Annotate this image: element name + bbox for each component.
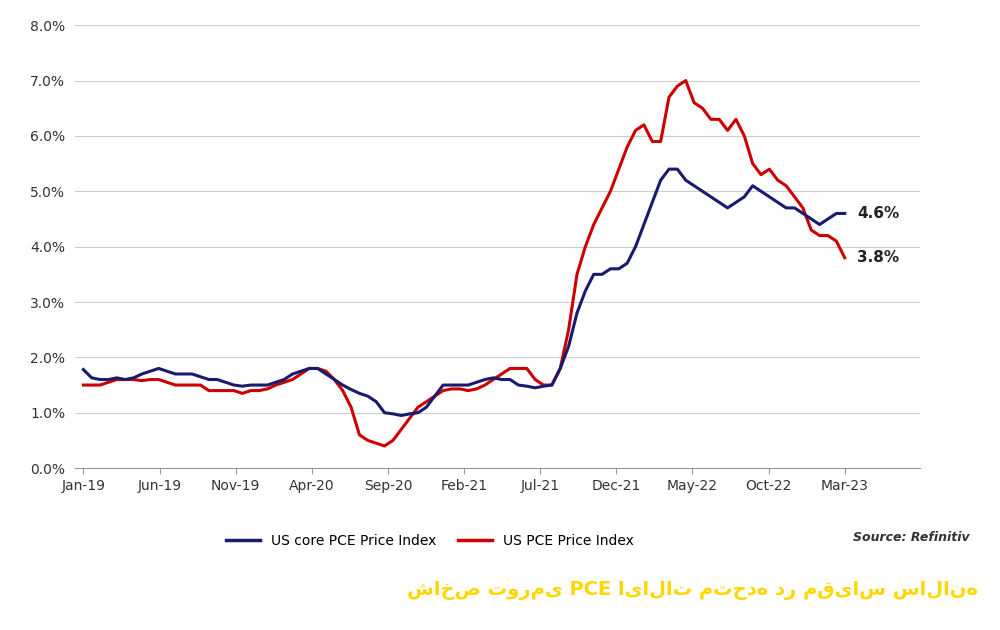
Text: شاخص تورمی PCE ایالات متحده در مقیاس سالانه: شاخص تورمی PCE ایالات متحده در مقیاس سال…	[407, 580, 978, 600]
Text: 3.8%: 3.8%	[857, 250, 899, 265]
Text: 4.6%: 4.6%	[857, 206, 900, 221]
Text: ARON GROUPS BROKER: ARON GROUPS BROKER	[22, 580, 280, 600]
Text: Source: Refinitiv: Source: Refinitiv	[853, 530, 970, 544]
Legend: US core PCE Price Index, US PCE Price Index: US core PCE Price Index, US PCE Price In…	[220, 528, 640, 553]
